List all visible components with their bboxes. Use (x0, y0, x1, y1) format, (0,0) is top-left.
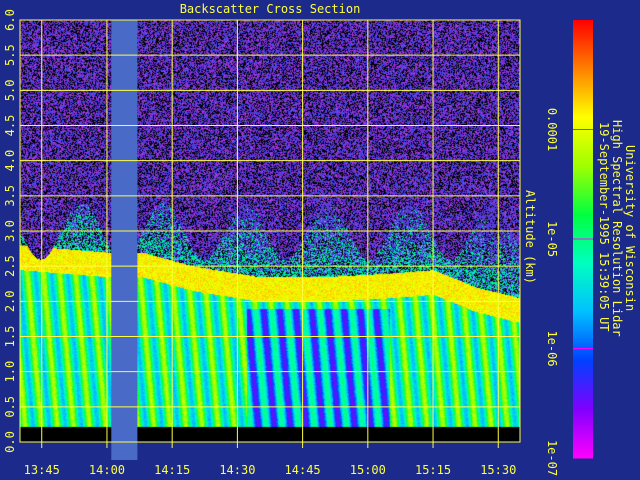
colorbar-tick-labels: 0.0001 1e-05 1e-06 1e-07 (545, 108, 559, 476)
x-tick-label: 14:15 (154, 463, 190, 477)
y-tick-label: 6.0 (3, 9, 17, 31)
y-axis-label: Altitude (km) (523, 190, 537, 284)
caption-line1: University of Wisconsin (623, 145, 637, 311)
caption-line3: 19-September-1995 15:39:05 UT (597, 122, 611, 332)
y-tick-label: 2.5 (3, 255, 17, 277)
y-tick-label: 4.5 (3, 115, 17, 137)
y-tick-label: 5.5 (3, 44, 17, 66)
colorbar-tick-label: 1e-05 (545, 221, 559, 257)
caption-line2: High Spectral Resolution Lidar (610, 120, 624, 337)
data-gap-band (111, 20, 138, 460)
plot-area (20, 20, 520, 460)
y-tick-label: 2.0 (3, 290, 17, 312)
y-tick-label: 0.0 (3, 431, 17, 453)
x-tick-label: 14:00 (89, 463, 125, 477)
y-tick-label: 3.0 (3, 220, 17, 242)
y-tick-label: 0.5 (3, 396, 17, 418)
x-tick-label: 13:45 (24, 463, 60, 477)
x-tick-label: 15:30 (480, 463, 516, 477)
x-tick-label: 15:00 (350, 463, 386, 477)
y-axis-tick-labels: 0.0 0.5 1.0 1.5 2.0 2.5 3.0 3.5 4.0 4.5 5.0 5.5 6.0 (3, 9, 17, 453)
x-tick-label: 14:45 (285, 463, 321, 477)
grid (19, 19, 521, 448)
chart-title: Backscatter Cross Section (180, 2, 361, 16)
colorbar-tick-label: 1e-07 (545, 440, 559, 476)
y-tick-label: 1.0 (3, 361, 17, 383)
x-tick-label: 14:30 (219, 463, 255, 477)
colorbar (573, 20, 593, 459)
x-axis-tick-labels: 13:45 14:00 14:15 14:30 14:45 15:00 15:15 15:30 (24, 463, 517, 477)
y-tick-label: 5.0 (3, 79, 17, 101)
y-tick-label: 3.5 (3, 185, 17, 207)
y-tick-label: 4.0 (3, 150, 17, 172)
y-tick-label: 1.5 (3, 326, 17, 348)
x-tick-label: 15:15 (415, 463, 451, 477)
colorbar-tick-label: 0.0001 (545, 108, 559, 151)
colorbar-tick-label: 1e-06 (545, 330, 559, 366)
